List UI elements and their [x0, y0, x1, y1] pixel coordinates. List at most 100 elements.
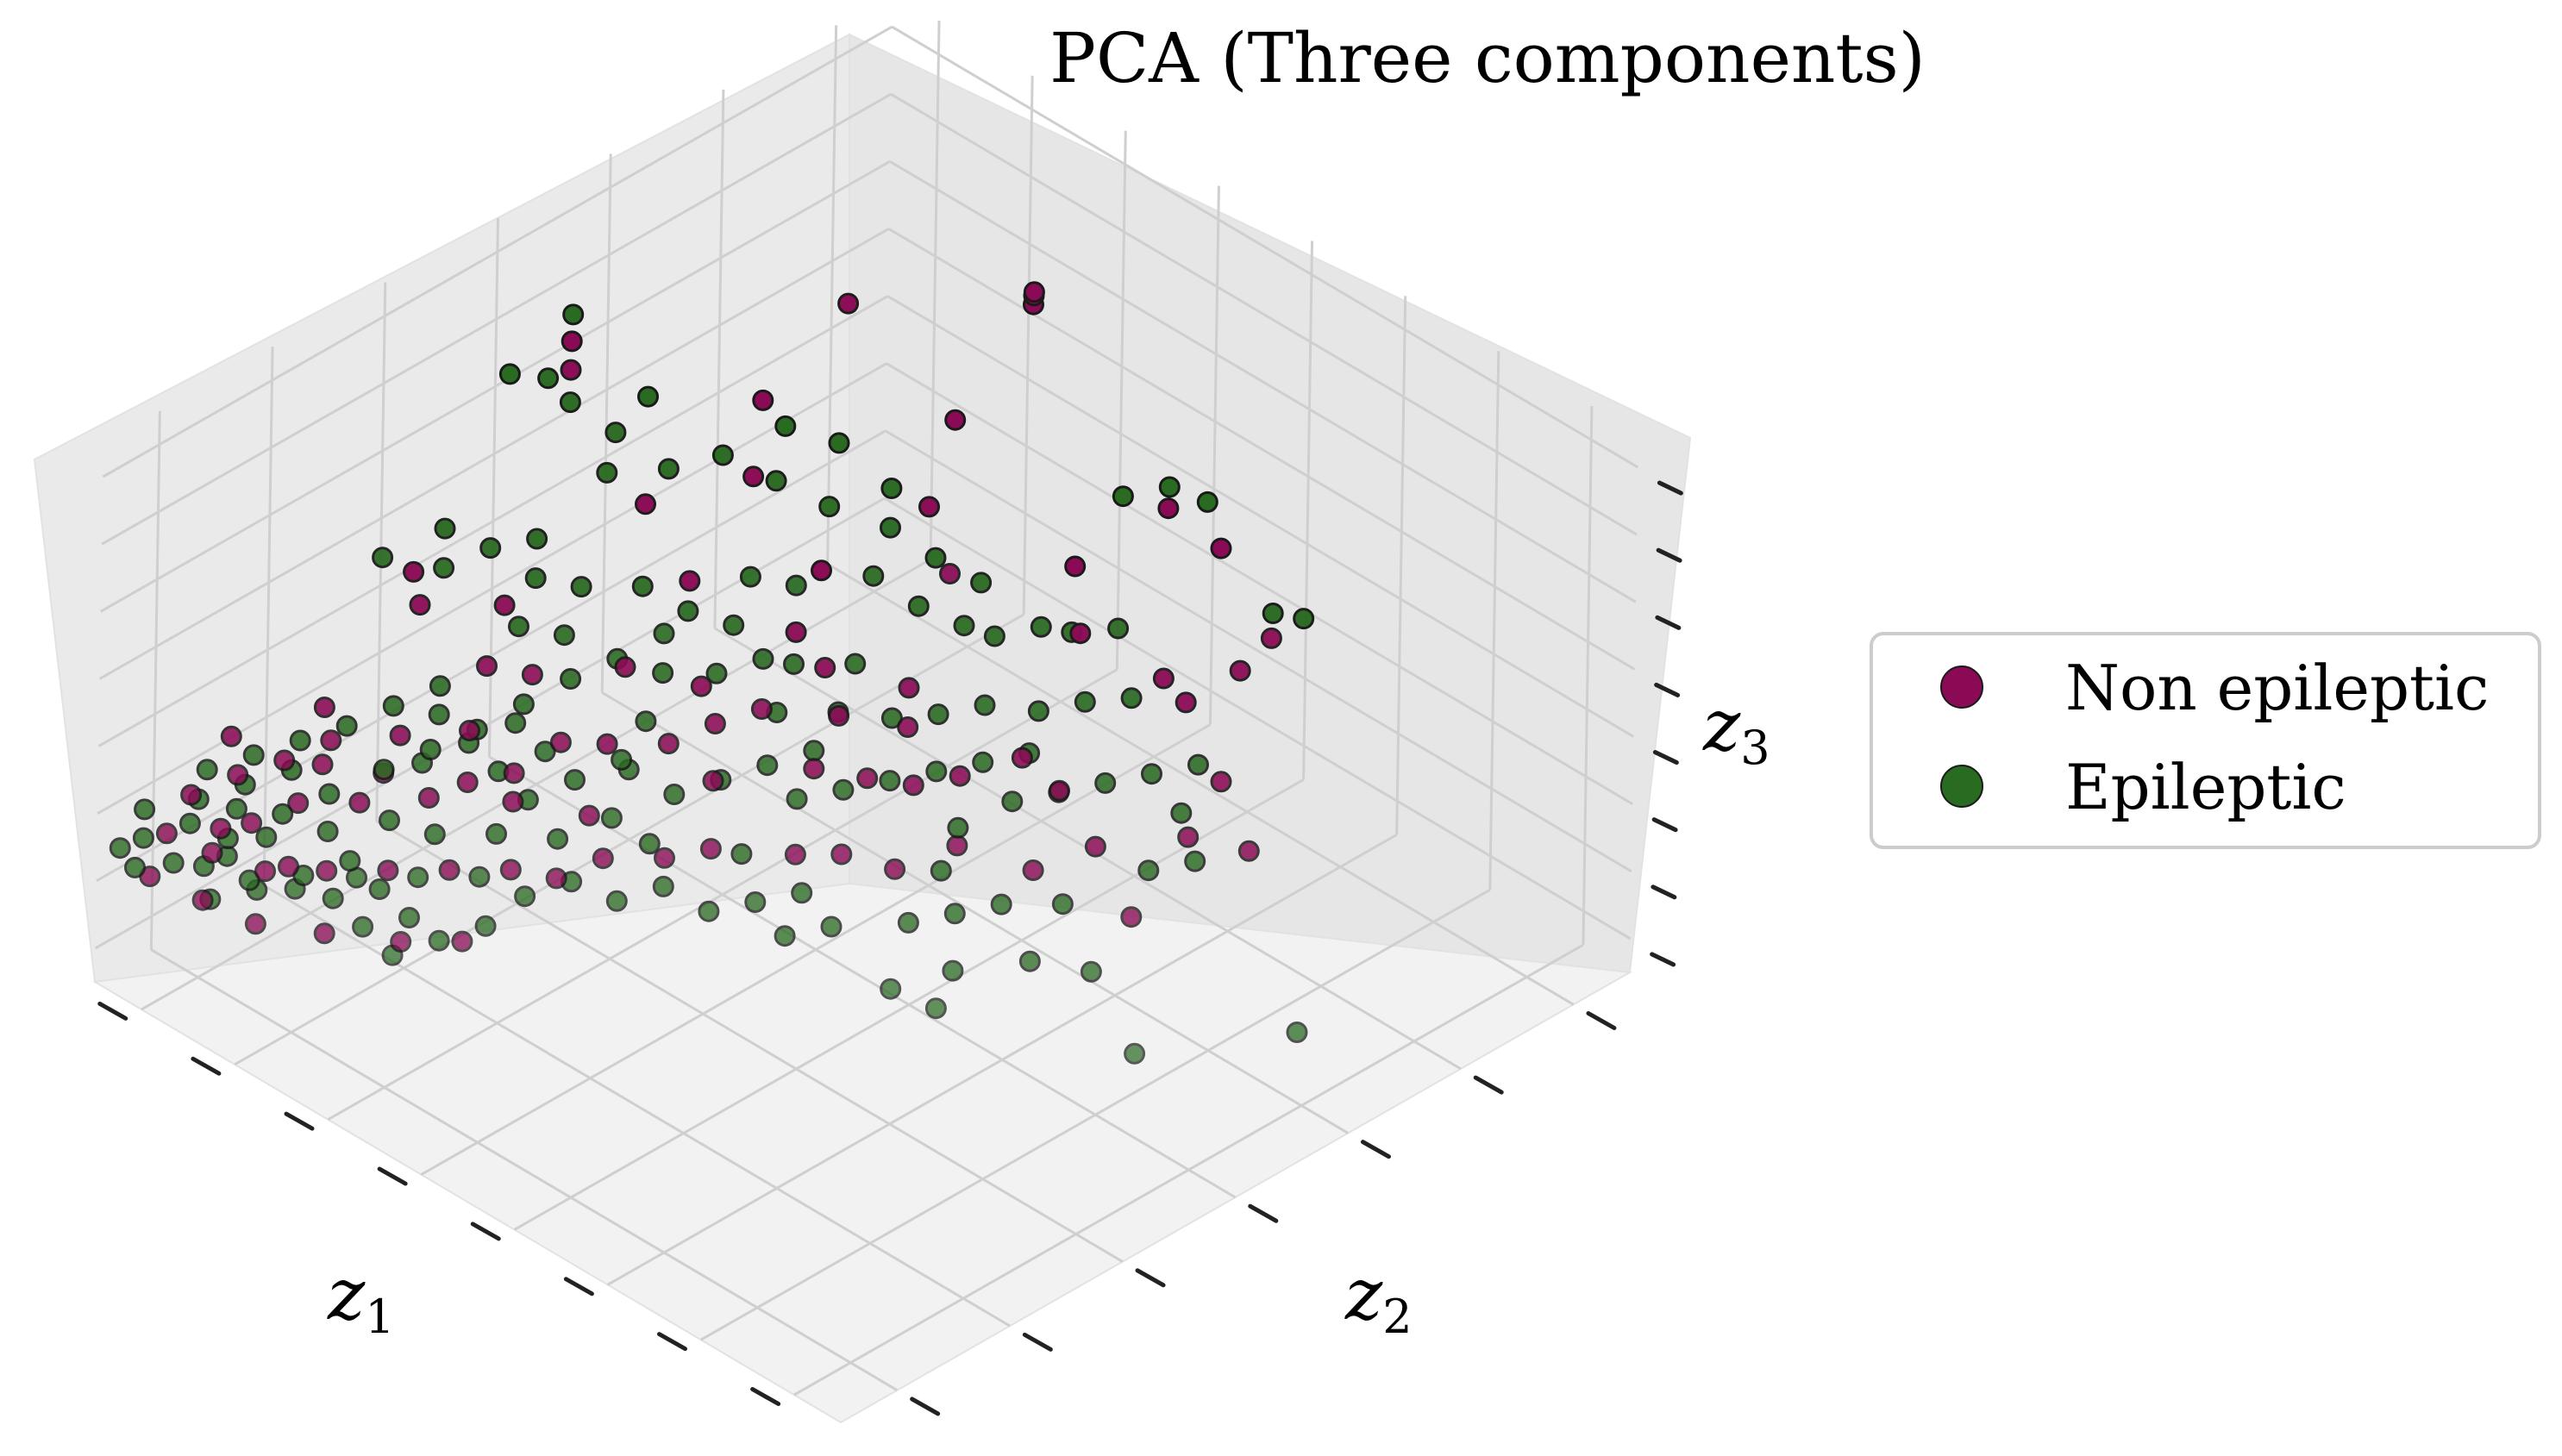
floor-gridline-y [376, 820, 1124, 1263]
data-point-non-epileptic [155, 822, 178, 845]
data-point-non-epileptic [898, 677, 920, 699]
right-pane-gridline-z [886, 362, 1633, 805]
data-point-non-epileptic [592, 847, 614, 870]
z-axis-label-main: z [1702, 685, 1741, 767]
data-point-non-epileptic [241, 812, 263, 834]
data-point-epileptic [1051, 893, 1074, 915]
y-axis-tick [1135, 1268, 1166, 1288]
data-point-non-epileptic [1237, 840, 1260, 862]
data-point-epileptic [635, 710, 657, 733]
data-point-epileptic [611, 748, 633, 771]
right-pane-gridline-z [889, 160, 1637, 603]
data-point-epileptic [657, 458, 680, 480]
data-point-epileptic [109, 837, 131, 859]
data-point-epileptic [925, 760, 948, 783]
data-point-non-epileptic [828, 704, 850, 727]
data-point-non-epileptic [1084, 835, 1106, 858]
right-pane-gridline-z [887, 228, 1636, 671]
x-axis-tick [470, 1222, 501, 1241]
data-point-non-epileptic [657, 733, 680, 755]
y-axis-tick [1022, 1332, 1053, 1352]
data-point-epileptic [382, 695, 404, 717]
z-axis-tick [1655, 615, 1682, 630]
gridlines [94, 20, 1639, 1397]
data-point-epileptic [1141, 763, 1162, 785]
data-point-non-epileptic [502, 790, 524, 813]
y-axis-label-main: z [1344, 1254, 1383, 1336]
data-point-epileptic [238, 869, 260, 891]
data-point-epileptic [832, 778, 855, 801]
data-point-non-epileptic [1210, 537, 1232, 559]
left-pane-gridline-y [713, 89, 725, 628]
data-point-epileptic [1184, 850, 1206, 872]
data-point-epileptic [879, 770, 901, 792]
data-point-non-epileptic [578, 804, 600, 827]
data-point-non-epileptic [596, 733, 618, 755]
data-point-non-epileptic [561, 330, 583, 353]
data-point-epileptic [974, 694, 996, 716]
y-axis-tick [1361, 1140, 1392, 1159]
data-point-non-epileptic [348, 791, 371, 814]
data-point-non-epileptic [704, 713, 726, 734]
data-point-epileptic [880, 478, 903, 499]
data-point-epileptic [990, 893, 1012, 915]
data-point-epileptic [711, 444, 734, 466]
left-pane-gridline-y [149, 410, 161, 950]
data-point-epileptic [803, 740, 825, 762]
legend: Non epileptic Epileptic [1870, 632, 2541, 849]
data-point-non-epileptic [1175, 691, 1197, 714]
x-axis-tick [750, 1387, 781, 1407]
data-point-epileptic [818, 496, 841, 518]
data-point-epileptic [705, 662, 728, 684]
data-point-epileptic [942, 959, 964, 982]
data-point-non-epileptic [201, 841, 223, 864]
data-point-epileptic [785, 574, 807, 597]
data-point-epileptic [605, 890, 628, 912]
data-point-epileptic [318, 783, 341, 805]
data-point-non-epileptic [1157, 497, 1180, 520]
right-pane-gridline-z [890, 92, 1638, 536]
data-point-non-epileptic [1022, 859, 1044, 881]
data-point-epileptic [723, 614, 745, 636]
data-point-non-epileptic [635, 493, 656, 516]
data-point-non-epileptic [811, 559, 832, 582]
data-point-non-epileptic [654, 847, 675, 869]
left-pane-gridline-z [100, 160, 891, 613]
right-pane-gridline-x [1302, 241, 1314, 780]
data-point-epileptic [1170, 802, 1193, 824]
data-point-epileptic [379, 809, 400, 832]
data-point-epileptic [791, 882, 813, 904]
data-point-non-epileptic [1011, 747, 1033, 769]
pane-floor [91, 882, 1633, 1424]
data-point-epileptic [596, 461, 618, 484]
data-point-epileptic [638, 833, 661, 855]
data-point-epileptic [335, 715, 358, 737]
data-point-non-epileptic [409, 594, 431, 616]
z-axis-tick [1657, 480, 1683, 496]
data-point-epileptic [820, 915, 843, 938]
y-axis-tick [910, 1397, 941, 1416]
floor-gridline-y [601, 691, 1349, 1134]
data-point-epileptic [225, 797, 247, 820]
data-point-epileptic [786, 788, 808, 810]
data-point-non-epileptic [191, 889, 214, 911]
data-point-epileptic [428, 703, 450, 726]
data-point-epileptic [604, 422, 627, 444]
y-axis-tick [1586, 1011, 1617, 1031]
data-point-epileptic [739, 566, 761, 588]
data-point-epileptic [765, 470, 787, 492]
data-point-non-epileptic [503, 762, 525, 784]
right-pane-gridline-x [1022, 75, 1034, 615]
right-pane-gridline-z [891, 25, 1639, 469]
data-point-epileptic [368, 878, 391, 900]
data-point-epileptic [1158, 476, 1181, 498]
data-point-epileptic [255, 826, 278, 848]
right-pane-gridline-x [1395, 296, 1407, 835]
data-point-non-epileptic [856, 767, 879, 790]
data-point-non-epileptic [549, 731, 572, 753]
data-point-epileptic [677, 600, 699, 622]
z-axis-tick [1656, 547, 1682, 563]
data-point-epileptic [179, 812, 201, 834]
left-pane-gridline-z [98, 228, 890, 680]
data-point-non-epileptic [417, 787, 440, 809]
